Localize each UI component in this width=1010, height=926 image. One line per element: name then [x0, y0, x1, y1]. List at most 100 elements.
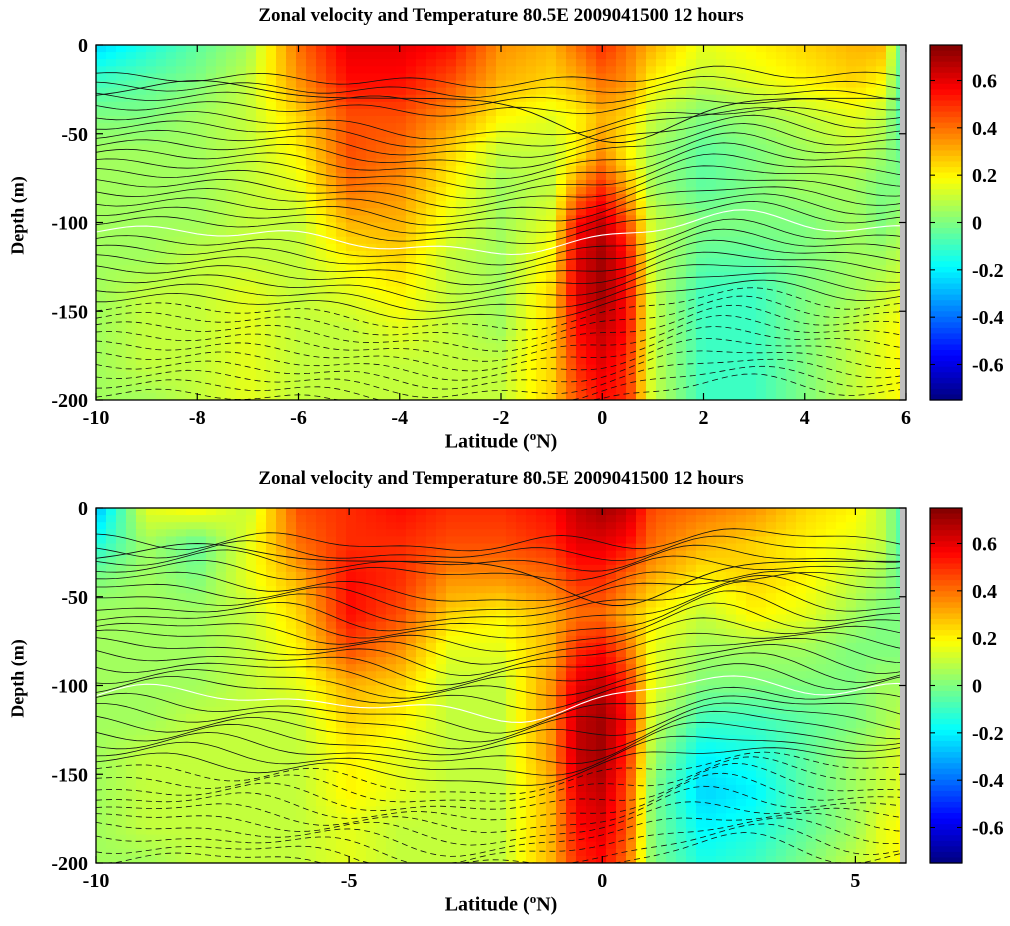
heatmap-cell [226, 87, 237, 96]
heatmap-cell [826, 101, 837, 110]
colorbar-segment [930, 355, 962, 362]
heatmap-cell [286, 293, 297, 302]
heatmap-cell [786, 179, 797, 188]
heatmap-cell [416, 201, 427, 209]
heatmap-cell [766, 194, 777, 202]
heatmap-cell [436, 208, 447, 216]
heatmap-cell [186, 321, 197, 330]
heatmap-cell [336, 364, 347, 373]
heatmap-cell [376, 243, 387, 252]
heatmap-cell [546, 187, 557, 195]
heatmap-cell [826, 165, 837, 174]
heatmap-cell [456, 350, 467, 358]
heatmap-cell [886, 314, 897, 323]
heatmap-cell [96, 215, 107, 224]
heatmap-cell [796, 300, 807, 309]
heatmap-cell [446, 87, 457, 96]
heatmap-cell [716, 94, 727, 103]
heatmap-cell [816, 165, 827, 174]
heatmap-cell [526, 321, 537, 330]
heatmap-cell [836, 279, 847, 287]
heatmap-cell [596, 52, 607, 60]
heatmap-cell [666, 258, 677, 266]
heatmap-cell [156, 187, 167, 195]
heatmap-cell [546, 116, 557, 124]
heatmap-cell [626, 564, 637, 573]
heatmap-cell [626, 66, 637, 74]
heatmap-cell [106, 258, 117, 266]
heatmap-cell [266, 286, 277, 295]
heatmap-cell [666, 45, 677, 53]
heatmap-cell [826, 371, 837, 380]
isotherm-line [96, 123, 906, 169]
heatmap-cell [746, 179, 757, 188]
heatmap-cell [456, 343, 467, 351]
heatmap-cell [696, 536, 707, 545]
heatmap-cell [586, 73, 597, 82]
heatmap-cell [276, 357, 287, 366]
heatmap-cell [296, 243, 307, 252]
heatmap-cell [146, 144, 157, 153]
heatmap-cell [576, 378, 587, 387]
heatmap-cell [296, 321, 307, 330]
heatmap-cell [546, 522, 557, 530]
heatmap-cell [296, 557, 307, 566]
heatmap-cell [136, 59, 147, 67]
heatmap-cell [786, 144, 797, 153]
heatmap-cell [346, 116, 357, 124]
heatmap-cell [386, 201, 397, 209]
heatmap-cell [216, 314, 227, 323]
heatmap-cell [706, 130, 717, 138]
heatmap-cell [476, 73, 487, 82]
heatmap-cell [546, 336, 557, 344]
heatmap-cell [476, 329, 487, 337]
heatmap-cell [676, 300, 687, 309]
heatmap-cell [456, 392, 467, 400]
heatmap-cell [206, 222, 217, 231]
heatmap-cell [886, 343, 897, 351]
heatmap-cell [356, 229, 367, 238]
heatmap-cell [206, 172, 217, 181]
heatmap-cell [606, 215, 617, 224]
heatmap-cell [576, 59, 587, 67]
heatmap-cell [856, 550, 867, 559]
heatmap-cell [416, 357, 427, 366]
heatmap-cell [266, 222, 277, 231]
top-chart-svg: -10 -8 -6 -4 -2 0 2 4 60-50-100-150-2000.60.40.2… [51, 35, 1003, 429]
heatmap-cell [316, 108, 327, 117]
heatmap-cell [376, 66, 387, 74]
heatmap-cell [306, 343, 317, 351]
heatmap-cell [826, 201, 837, 209]
heatmap-cell [706, 194, 717, 202]
heatmap-cell [846, 385, 857, 394]
heatmap-cell [406, 357, 417, 366]
heatmap-cell [486, 250, 497, 259]
heatmap-cell [646, 158, 657, 167]
heatmap-cell [556, 343, 567, 351]
heatmap-cell [156, 536, 167, 545]
heatmap-cell [856, 378, 867, 387]
heatmap-cell [496, 194, 507, 202]
heatmap-cell [486, 265, 497, 273]
heatmap-cell [116, 243, 127, 252]
heatmap-cell [316, 508, 327, 516]
heatmap-cell [756, 250, 767, 259]
heatmap-cell [96, 116, 107, 124]
heatmap-cell [716, 350, 727, 358]
heatmap-cell [566, 151, 577, 160]
heatmap-cell [696, 130, 707, 138]
heatmap-cell [156, 336, 167, 344]
heatmap-cell [706, 215, 717, 224]
heatmap-cell [866, 215, 877, 224]
heatmap-cell [846, 137, 857, 145]
heatmap-cell [426, 144, 437, 153]
heatmap-cell [276, 343, 287, 351]
heatmap-cell [756, 52, 767, 60]
heatmap-cell [286, 522, 297, 530]
heatmap-cell [586, 508, 597, 516]
heatmap-cell [646, 66, 657, 74]
heatmap-cell [856, 144, 867, 153]
heatmap-cell [796, 279, 807, 287]
heatmap-cell [196, 571, 207, 580]
heatmap-cell [256, 172, 267, 181]
